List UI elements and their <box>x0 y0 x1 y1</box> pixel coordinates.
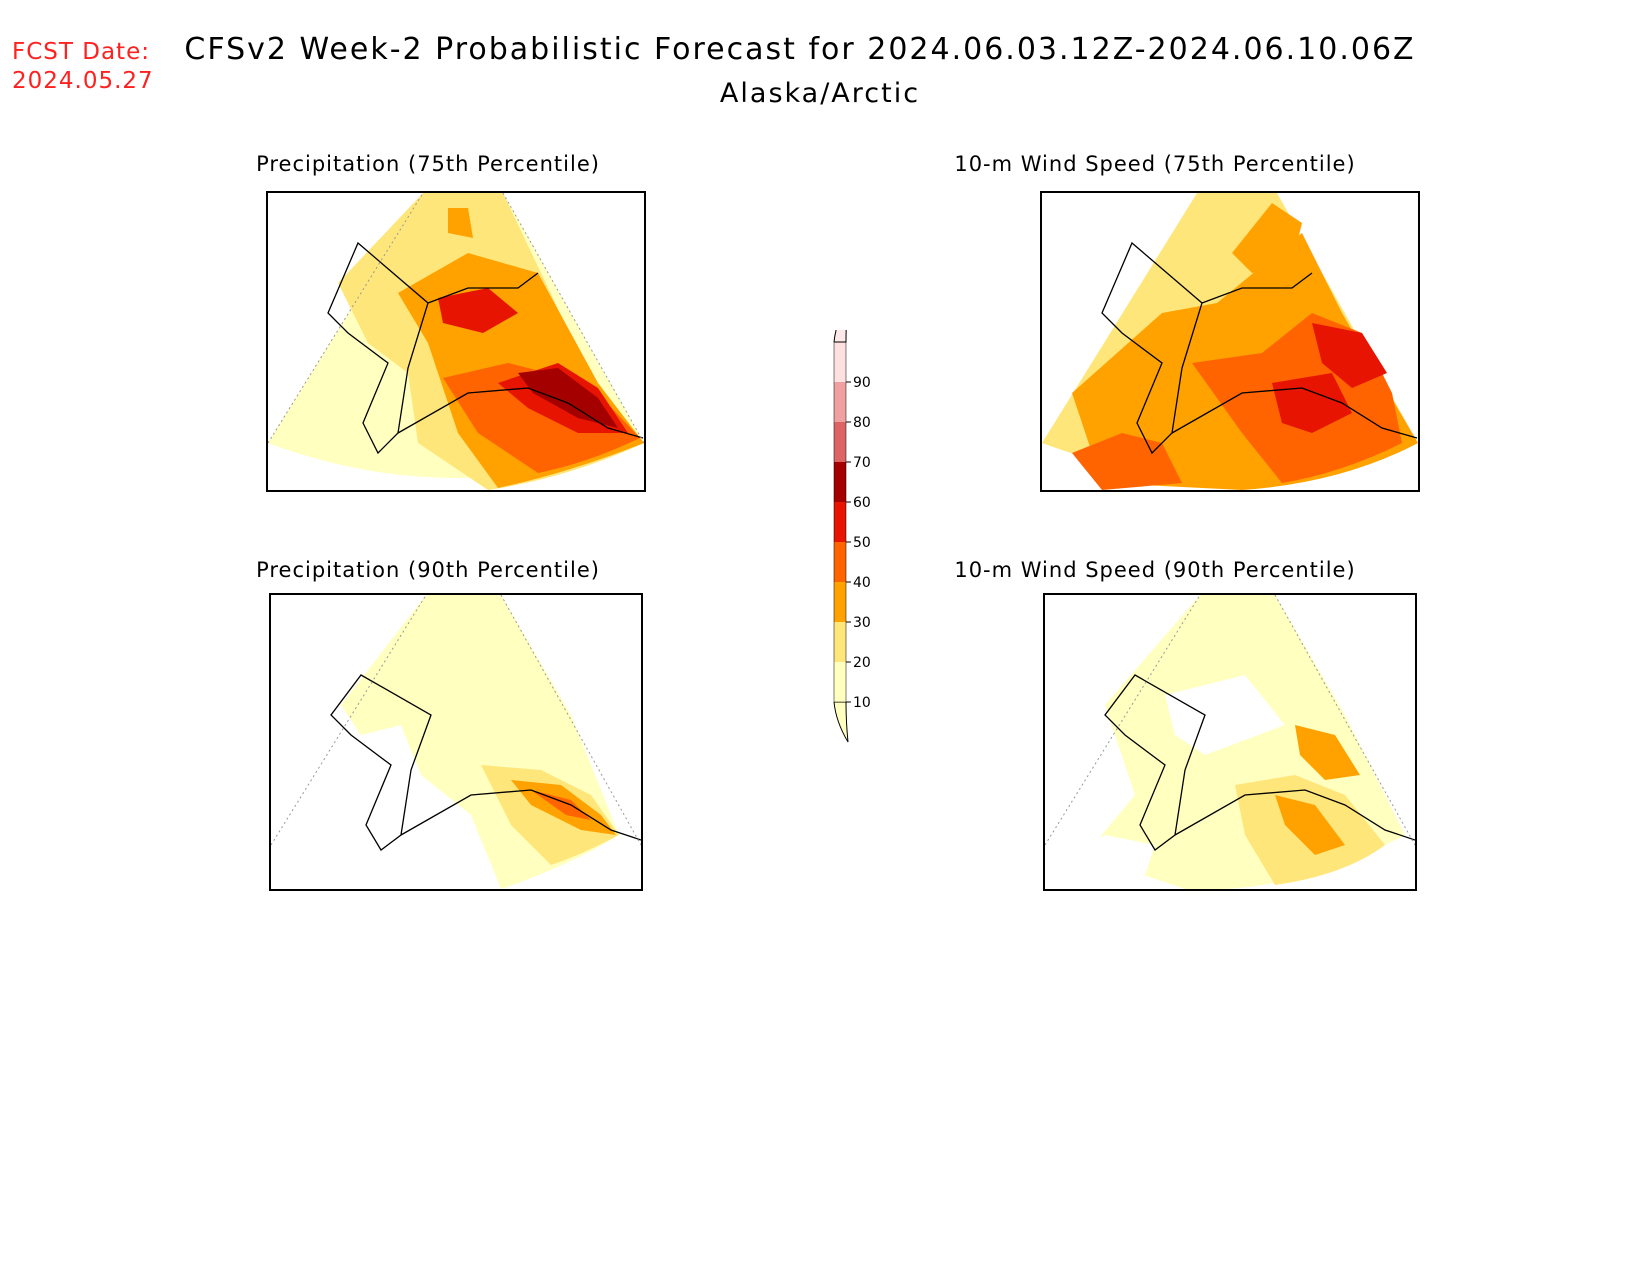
forecast-date-block: FCST Date: 2024.05.27 <box>12 38 154 96</box>
colorbar-swatch <box>834 582 846 622</box>
colorbar-tick-label: 80 <box>853 415 871 431</box>
colorbar-top-tail <box>833 301 849 343</box>
colorbar-outline <box>833 341 847 703</box>
colorbar-swatch <box>834 662 846 702</box>
colorbar-swatch <box>834 542 846 582</box>
colorbar-tick-label: 20 <box>853 655 871 671</box>
panel-title-wind-90: 10-m Wind Speed (90th Percentile) <box>954 558 1356 582</box>
colorbar-swatch <box>834 422 846 462</box>
map-precip-75 <box>266 191 646 492</box>
forecast-date-value: 2024.05.27 <box>12 68 154 94</box>
colorbar: 10 20 30 40 50 60 70 80 90 <box>820 301 880 754</box>
forecast-date-label: FCST Date: <box>12 39 150 65</box>
colorbar-tick-label: 70 <box>853 455 871 471</box>
panel-title-precip-75: Precipitation (75th Percentile) <box>256 152 600 176</box>
panel-title-precip-90: Precipitation (90th Percentile) <box>256 558 600 582</box>
page-title: CFSv2 Week-2 Probabilistic Forecast for … <box>184 32 1416 67</box>
colorbar-bottom-tail <box>833 701 849 743</box>
map-wind-90 <box>1043 593 1417 891</box>
colorbar-tick-label: 90 <box>853 375 871 391</box>
page-subtitle: Alaska/Arctic <box>719 78 921 109</box>
map-wind-75 <box>1040 191 1420 492</box>
colorbar-tick-label: 60 <box>853 495 871 511</box>
colorbar-swatch <box>834 622 846 662</box>
colorbar-tick-label: 10 <box>853 695 871 711</box>
map-precip-90 <box>269 593 643 891</box>
colorbar-swatch <box>834 502 846 542</box>
colorbar-tick-label: 50 <box>853 535 871 551</box>
colorbar-tick-label: 40 <box>853 575 871 591</box>
colorbar-swatch <box>834 342 846 382</box>
colorbar-swatch <box>834 382 846 422</box>
panel-title-wind-75: 10-m Wind Speed (75th Percentile) <box>954 152 1356 176</box>
colorbar-swatch <box>834 462 846 502</box>
colorbar-tick-label: 30 <box>853 615 871 631</box>
